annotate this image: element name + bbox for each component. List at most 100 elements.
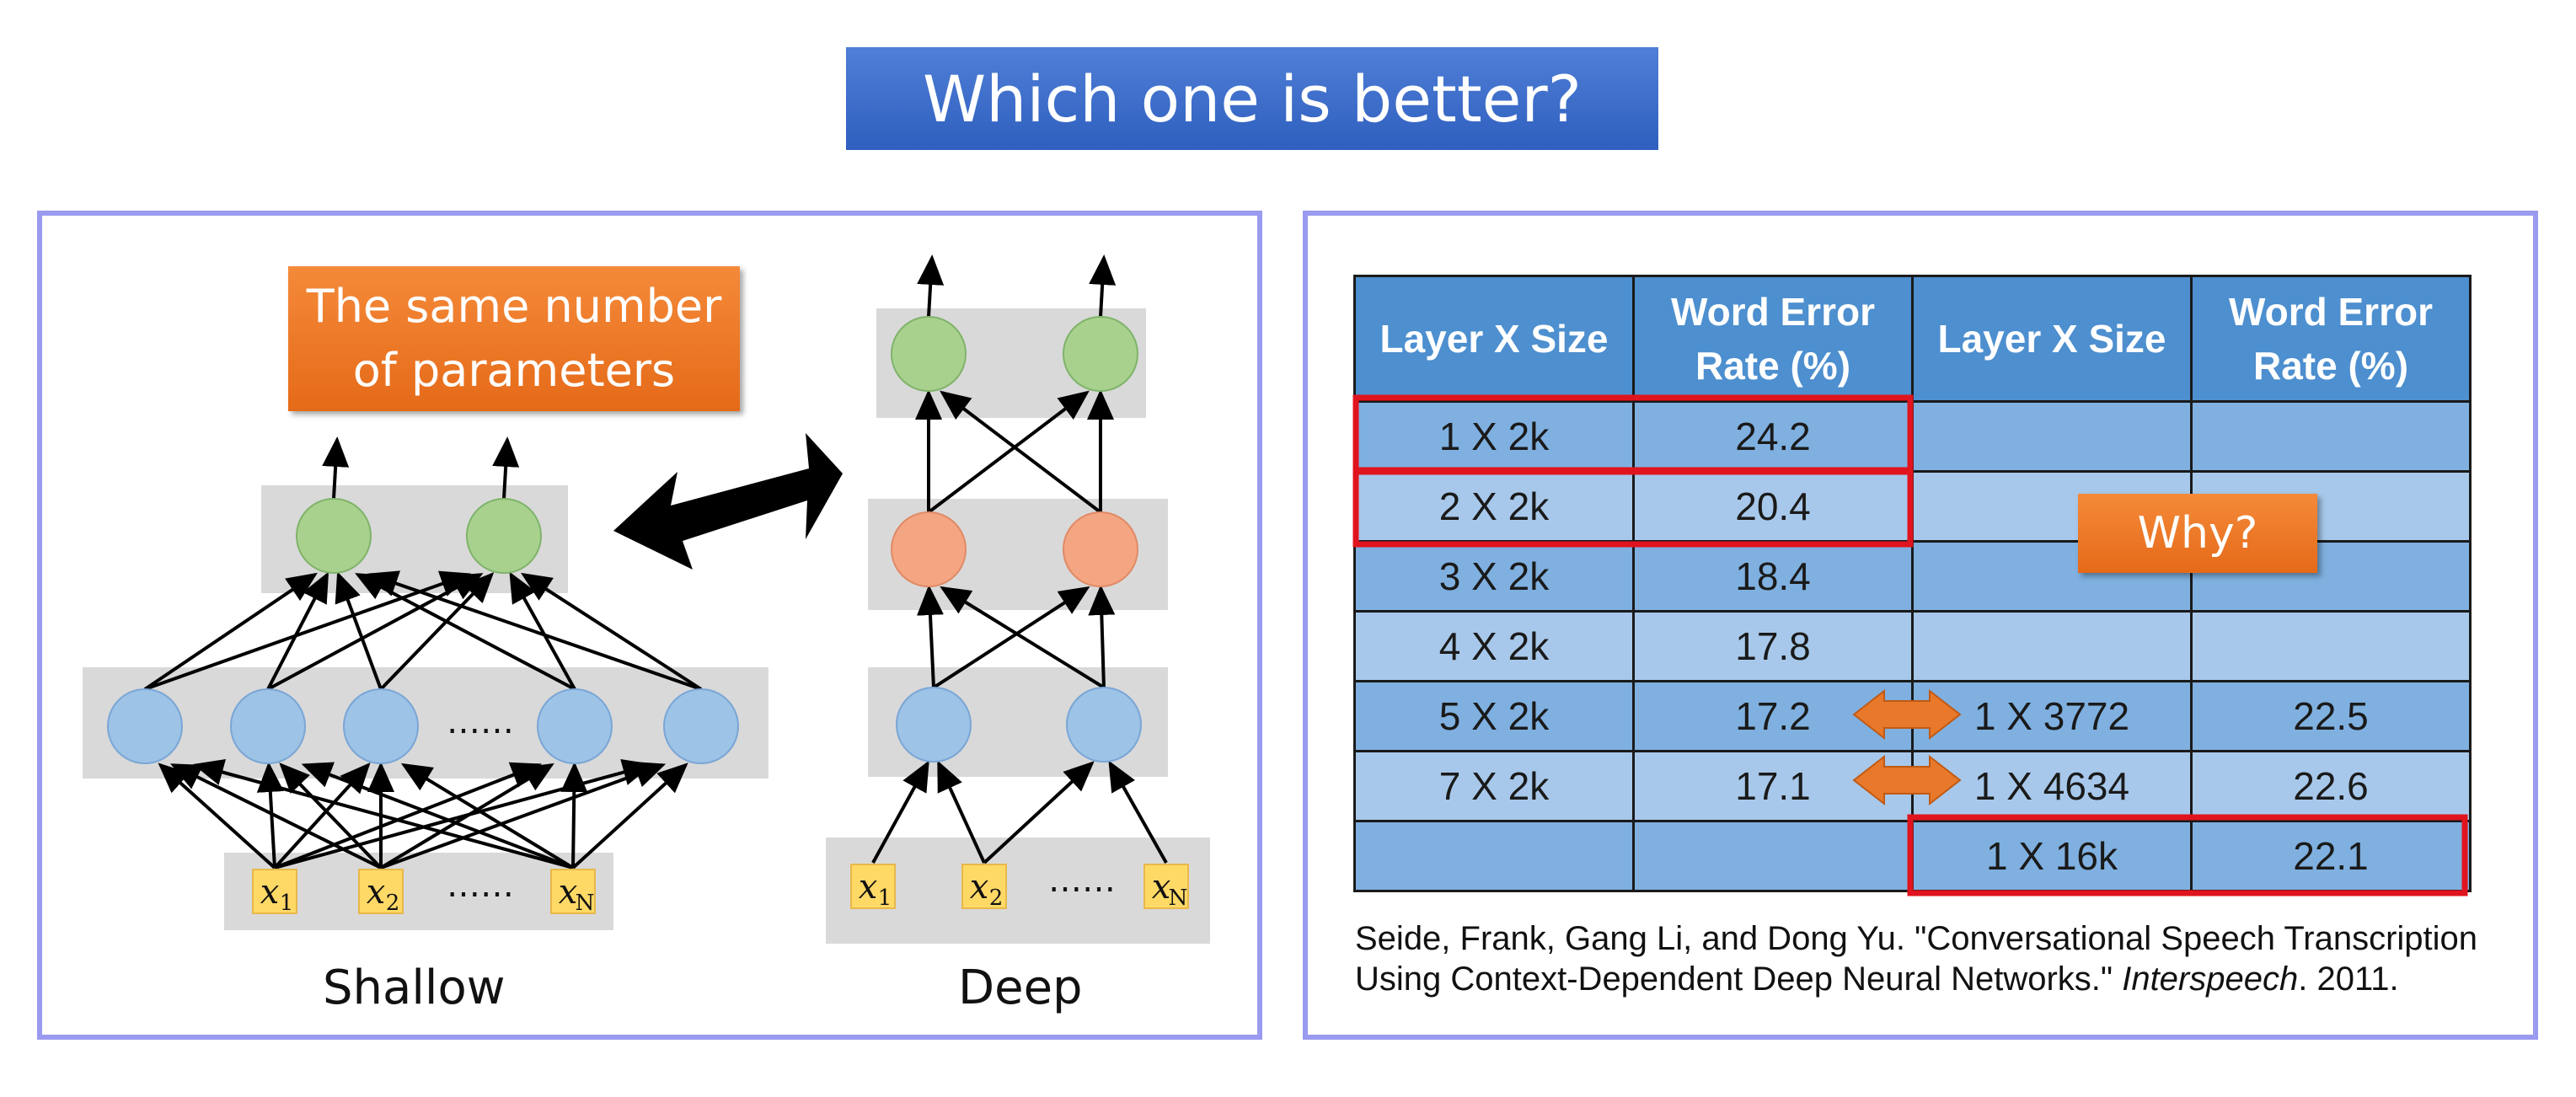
svg-text:x: x xyxy=(367,873,386,912)
table-cell: 3 X 2k xyxy=(1353,540,1635,613)
shallow-hidden-node xyxy=(343,688,419,764)
header-wer-2: Word Error Rate (%) xyxy=(2190,275,2472,403)
shallow-caption: Shallow xyxy=(323,961,506,1015)
connection-arrow xyxy=(940,390,1102,514)
svg-text:N: N xyxy=(1169,886,1188,911)
table-cell xyxy=(1353,820,1635,892)
connection-arrow xyxy=(274,762,543,870)
citation: Seide, Frank, Gang Li, and Dong Yu. "Con… xyxy=(1355,918,2535,999)
word-error-rate-table: Layer X Size Word Error Rate (%) Layer X… xyxy=(1353,275,2472,892)
header-layer-size-1: Layer X Size xyxy=(1353,275,1635,403)
same-parameters-callout: The same number of parameters xyxy=(288,266,740,411)
connection-arrow xyxy=(193,758,574,870)
svg-text:2: 2 xyxy=(386,891,400,916)
shallow-hidden-node xyxy=(537,688,613,764)
deep-output-node xyxy=(1063,316,1138,392)
connection-arrow xyxy=(1088,585,1116,688)
connection-arrow xyxy=(917,254,945,318)
shallow-hidden-ellipsis: …… xyxy=(447,703,514,741)
svg-text:x: x xyxy=(859,868,878,907)
citation-year: . 2011. xyxy=(2298,961,2399,998)
connection-arrow xyxy=(400,763,575,870)
double-arrow-icon xyxy=(613,433,843,570)
deep-caption: Deep xyxy=(958,961,1083,1015)
table-cell xyxy=(1911,610,2193,682)
connection-arrow xyxy=(927,390,1090,514)
citation-text: Seide, Frank, Gang Li, and Dong Yu. "Con… xyxy=(1355,920,2478,998)
table-cell xyxy=(2190,610,2472,682)
table-cell: 17.8 xyxy=(1632,610,1914,682)
connection-arrow xyxy=(932,586,1090,689)
connection-arrow xyxy=(571,763,688,870)
shallow-output-node xyxy=(296,498,372,574)
connection-arrow xyxy=(322,436,350,500)
deep-input-xn: xN xyxy=(1143,864,1189,911)
table-cell xyxy=(2190,400,2472,473)
shallow-hidden-node xyxy=(663,688,739,764)
table-cell xyxy=(1632,820,1914,892)
connection-arrow xyxy=(560,762,588,869)
deep-hidden-node xyxy=(891,511,967,587)
citation-journal: Interspeech xyxy=(2122,961,2299,998)
connection-arrow xyxy=(301,762,574,870)
shallow-hidden-node xyxy=(230,688,306,764)
header-layer-size-2: Layer X Size xyxy=(1911,275,2193,403)
connection-arrow xyxy=(266,571,329,690)
connection-arrow xyxy=(144,570,472,691)
table-cell xyxy=(1911,400,2193,473)
table-cell: 7 X 2k xyxy=(1353,750,1635,822)
connection-arrow xyxy=(335,571,383,690)
slide-title: Which one is better? xyxy=(846,47,1658,150)
svg-text:x: x xyxy=(260,873,280,912)
table-cell: 4 X 2k xyxy=(1353,610,1635,682)
svg-text:x: x xyxy=(559,873,578,912)
svg-text:1: 1 xyxy=(280,891,294,916)
deep-hidden-node xyxy=(1066,687,1142,763)
table-cell: 22.6 xyxy=(2190,750,2472,822)
why-callout: Why? xyxy=(2078,494,2317,573)
table-cell: 17.2 xyxy=(1632,680,1914,752)
connection-arrow xyxy=(379,572,495,691)
table-row: 1 X 2k 24.2 xyxy=(1353,400,2472,473)
connection-arrow xyxy=(256,762,284,869)
connection-arrow xyxy=(983,761,1095,864)
table-row: 3 X 2k 18.4 xyxy=(1353,540,2472,613)
table-row: 1 X 16k 22.1 xyxy=(1353,820,2472,892)
shallow-input-xn: xN xyxy=(550,869,596,916)
table-cell: 22.5 xyxy=(2190,680,2472,752)
connection-arrow xyxy=(367,570,702,691)
table-row: 7 X 2k 17.1 1 X 4634 22.6 xyxy=(1353,750,2472,822)
shallow-hidden-node xyxy=(107,688,183,764)
connection-arrow xyxy=(170,763,382,870)
connection-arrow xyxy=(379,763,554,870)
deep-input-ellipsis: …… xyxy=(1048,861,1116,900)
table-cell: 24.2 xyxy=(1632,400,1914,473)
connection-arrow xyxy=(940,586,1106,689)
svg-text:N: N xyxy=(576,891,595,916)
shallow-input-ellipsis: …… xyxy=(447,866,514,905)
table-cell: 1 X 3772 xyxy=(1911,680,2193,752)
table-cell: 18.4 xyxy=(1632,540,1914,613)
table-cell: 20.4 xyxy=(1632,470,1914,543)
deep-hidden-node xyxy=(1063,511,1138,587)
table-cell: 1 X 16k xyxy=(1911,820,2193,892)
connection-arrow xyxy=(492,436,520,500)
svg-text:1: 1 xyxy=(878,886,892,911)
connection-arrow xyxy=(143,572,318,691)
connection-arrow xyxy=(267,573,484,691)
deep-output-node xyxy=(891,316,967,392)
svg-text:x: x xyxy=(970,868,989,907)
table-cell: 5 X 2k xyxy=(1353,680,1635,752)
connection-arrow xyxy=(1089,254,1117,318)
header-wer-1: Word Error Rate (%) xyxy=(1632,275,1914,403)
shallow-output-node xyxy=(466,498,542,574)
connection-arrow xyxy=(273,763,371,870)
connection-arrow xyxy=(279,763,383,870)
svg-text:x: x xyxy=(1152,868,1171,907)
table-row: 5 X 2k 17.2 1 X 3772 22.5 xyxy=(1353,680,2472,752)
